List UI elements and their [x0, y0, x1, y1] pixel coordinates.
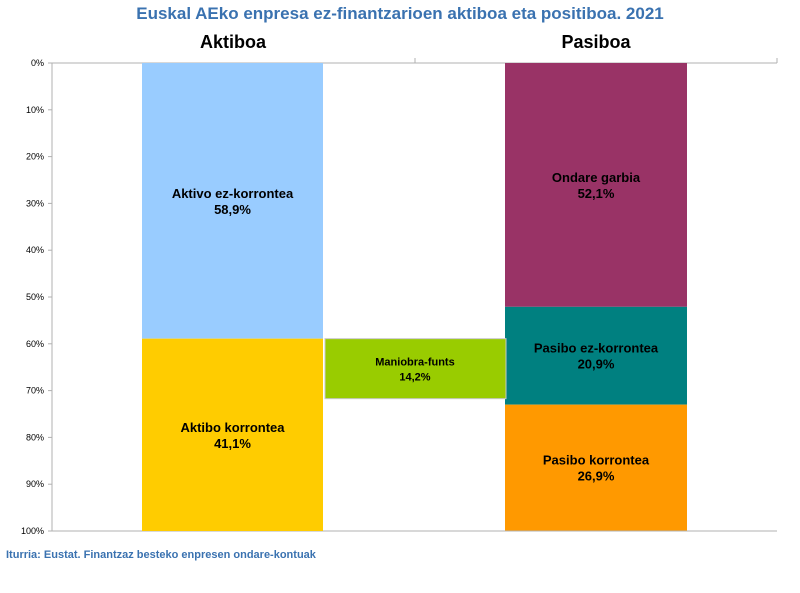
segment-name-label: Aktivo ez-korrontea [172, 186, 294, 201]
y-tick-label: 20% [26, 152, 44, 162]
segment-name-label: Pasibo ez-korrontea [534, 341, 659, 356]
y-tick-label: 0% [31, 58, 44, 68]
y-tick-label: 100% [21, 526, 44, 536]
segment-value-label: 20,9% [578, 357, 615, 372]
chart-title: Euskal AEko enpresa ez-finantzarioen akt… [136, 4, 664, 23]
bar-segment [505, 404, 687, 531]
y-tick-label: 60% [26, 339, 44, 349]
category-label-aktiboa: Aktiboa [199, 32, 266, 52]
source-note: Iturria: Eustat. Finantzaz besteko enpre… [6, 549, 316, 561]
segment-value-label: 41,1% [214, 436, 251, 451]
y-tick-label: 50% [26, 292, 44, 302]
bridge-name-label: Maniobra-funts [375, 357, 454, 369]
bridge-value-label: 14,2% [399, 372, 430, 384]
segment-value-label: 26,9% [578, 469, 615, 484]
bar-segment [142, 338, 323, 531]
bar-segment [505, 306, 687, 405]
y-tick-label: 80% [26, 432, 44, 442]
y-tick-label: 30% [26, 198, 44, 208]
segment-name-label: Pasibo korrontea [543, 453, 650, 468]
y-tick-label: 90% [26, 479, 44, 489]
bar-segment [505, 63, 687, 307]
segment-value-label: 58,9% [214, 202, 251, 217]
segment-name-label: Aktibo korrontea [180, 420, 285, 435]
segment-value-label: 52,1% [578, 186, 615, 201]
bridge-bar [324, 338, 507, 400]
segment-name-label: Ondare garbia [552, 170, 641, 185]
bar-segment [142, 63, 323, 339]
y-tick-label: 10% [26, 105, 44, 115]
y-tick-label: 70% [26, 386, 44, 396]
y-tick-label: 40% [26, 245, 44, 255]
category-label-pasiboa: Pasiboa [561, 32, 631, 52]
